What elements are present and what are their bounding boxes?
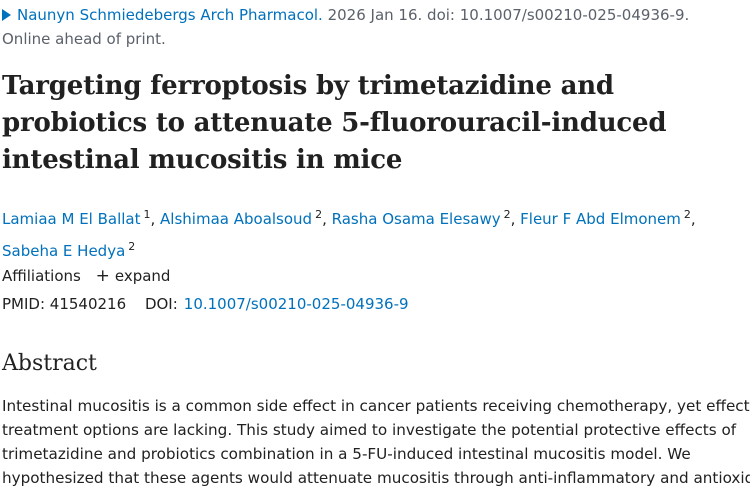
- pmid-value: 41540216: [49, 295, 127, 313]
- affiliation-number[interactable]: 2: [503, 208, 511, 221]
- expand-affiliations-button[interactable]: + expand: [95, 266, 171, 286]
- citation-date-doi: 2026 Jan 16. doi: 10.1007/s00210-025-049…: [327, 6, 690, 24]
- abstract-line: treatment options are lacking. This stud…: [2, 421, 737, 439]
- author-list: Lamiaa M El Ballat 1, Alshimaa Aboalsoud 2…: [2, 208, 696, 260]
- journal-name[interactable]: Naunyn Schmiedebergs Arch Pharmacol.: [17, 6, 323, 24]
- publication-status: Online ahead of print.: [2, 30, 166, 48]
- triangle-right-icon: [2, 9, 11, 21]
- identifiers-row: PMID: 41540216 DOI: 10.1007/s00210-025-04…: [2, 292, 409, 316]
- abstract-line: Intestinal mucositis is a common side ef…: [2, 397, 750, 415]
- abstract-line: hypothesized that these agents would att…: [2, 469, 750, 487]
- affiliation-number[interactable]: 2: [315, 208, 323, 221]
- author-link[interactable]: Fleur F Abd Elmonem: [520, 210, 681, 228]
- affiliations-label: Affiliations: [2, 267, 81, 285]
- expand-label: expand: [114, 267, 171, 285]
- abstract-text: Intestinal mucositis is a common side ef…: [2, 394, 750, 490]
- abstract-line: trimetazidine and probiotics combination…: [2, 445, 691, 463]
- doi-label: DOI:: [144, 295, 178, 313]
- author-link[interactable]: Alshimaa Aboalsoud: [160, 210, 313, 228]
- author-link[interactable]: Lamiaa M El Ballat: [2, 210, 141, 228]
- abstract-heading: Abstract: [2, 351, 97, 376]
- author-link[interactable]: Sabeha E Hedya: [2, 242, 126, 260]
- article-title: Targeting ferroptosis by trimetazidine a…: [2, 71, 667, 175]
- citation: Naunyn Schmiedebergs Arch Pharmacol. 202…: [2, 3, 747, 51]
- plus-icon: +: [95, 266, 110, 286]
- affiliation-number[interactable]: 2: [683, 208, 691, 221]
- journal-link[interactable]: Naunyn Schmiedebergs Arch Pharmacol.: [2, 6, 323, 24]
- affiliation-number[interactable]: 2: [128, 240, 136, 253]
- affiliation-number[interactable]: 1: [143, 208, 151, 221]
- pmid-label: PMID:: [2, 295, 46, 313]
- affiliations-row: Affiliations + expand: [2, 264, 170, 288]
- author-link[interactable]: Rasha Osama Elesawy: [331, 210, 501, 228]
- doi-link[interactable]: 10.1007/s00210-025-04936-9: [183, 295, 409, 313]
